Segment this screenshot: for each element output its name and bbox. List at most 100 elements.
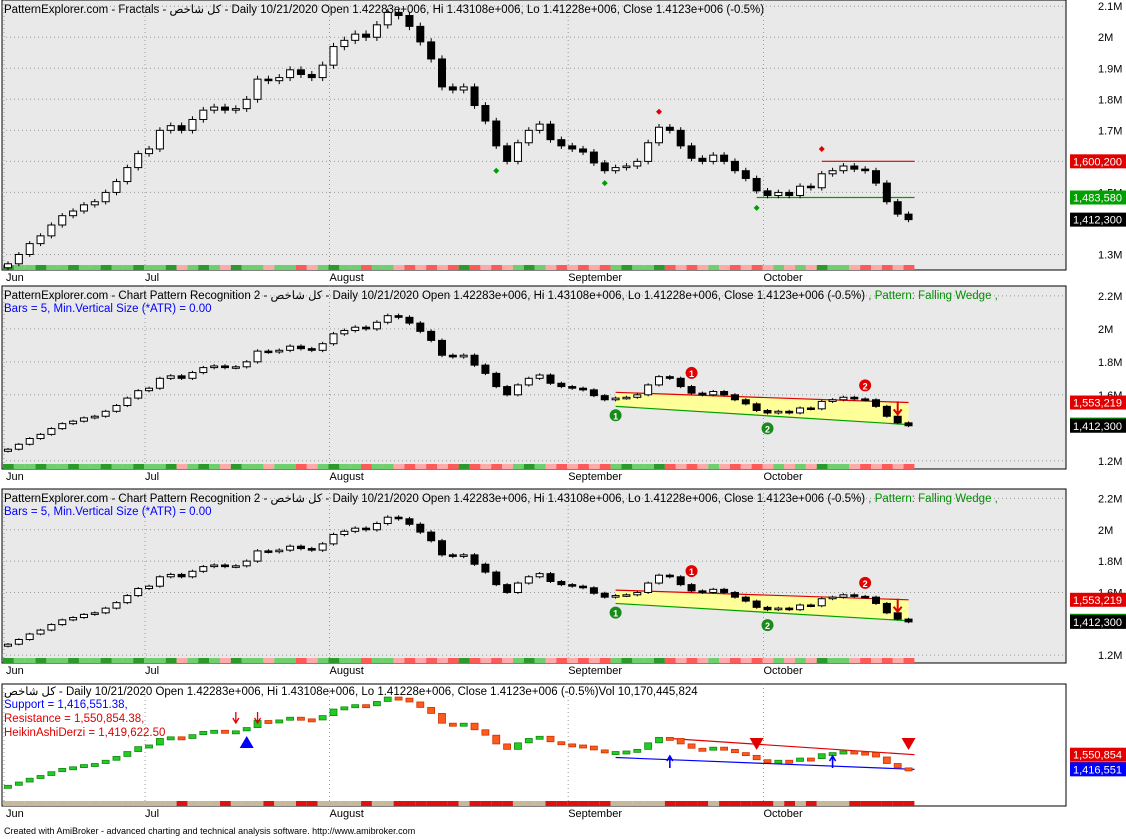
trend-strip-segment (230, 801, 242, 806)
candle (25, 438, 34, 445)
heikin-ashi-candle (69, 766, 77, 771)
candle (14, 443, 23, 450)
chart-pane-2: 2.2M2M1.8M1.6M1.2M1212JunJulAugustSeptem… (1, 285, 1126, 483)
candle (210, 106, 219, 111)
trend-strip-segment (176, 265, 188, 270)
candle (546, 123, 555, 141)
trend-strip-segment (328, 265, 340, 270)
x-axis-label: August (330, 272, 364, 284)
candle (405, 316, 414, 324)
trend-strip-segment (100, 265, 112, 270)
candle (372, 24, 381, 38)
trend-strip-segment (805, 658, 817, 663)
candle (655, 126, 663, 144)
x-axis-label: October (764, 471, 803, 483)
trend-strip-segment (35, 265, 47, 270)
trend-strip-segment (664, 658, 676, 663)
price-label: 1,553,219 (1073, 595, 1122, 607)
candle (4, 263, 12, 269)
pattern-high-pivot-marker (685, 366, 698, 379)
candle (557, 382, 566, 388)
y-tick-label: 2.2M (1098, 291, 1122, 303)
candle (893, 612, 902, 620)
candle (492, 372, 501, 388)
candle (25, 243, 34, 255)
heikin-ashi-candle (850, 750, 859, 755)
candle (101, 410, 110, 417)
candle (861, 168, 870, 172)
candle (47, 428, 56, 435)
heikin-ashi-candle (882, 756, 891, 764)
candle (69, 210, 78, 217)
pane-title: PatternExplorer.com - Fractals - كل شاخص… (4, 3, 764, 16)
chart-pane-3: 2.2M2M1.8M1.6M1.2M1212JunJulAugustSeptem… (1, 488, 1126, 677)
trend-strip-segment (209, 801, 220, 806)
candle (340, 330, 349, 335)
heikin-ashi-candle (861, 751, 870, 756)
candle (448, 554, 457, 557)
candle (101, 191, 110, 203)
trend-strip-segment (512, 801, 524, 806)
trend-strip-segment (426, 265, 437, 270)
candle (242, 361, 251, 368)
trend-strip-segment (252, 658, 264, 663)
trend-strip-segment (263, 801, 275, 806)
trend-strip-segment (230, 658, 242, 663)
breakout-arrow-icon (892, 401, 903, 417)
trend-strip-segment (122, 265, 134, 270)
trend-strip-segment (621, 464, 633, 469)
trend-strip-segment (426, 801, 437, 806)
trend-strip-segment (458, 464, 470, 469)
indicator-value-line: HeikinAshiDerzi = 1,419,622.50 (4, 727, 165, 739)
trend-strip-segment (469, 464, 481, 469)
y-tick-label: 2.2M (1098, 493, 1122, 505)
candle (438, 540, 446, 556)
y-tick-label: 2M (1098, 525, 1113, 537)
candle (546, 573, 555, 582)
trend-strip-segment (816, 801, 828, 806)
sell-triangle-icon (749, 738, 764, 750)
trend-strip-segment (154, 801, 166, 806)
trend-strip-segment (860, 265, 871, 270)
candle (4, 643, 12, 647)
candle (90, 612, 99, 615)
candle (177, 375, 186, 379)
candle (481, 105, 490, 122)
trend-strip-segment (382, 801, 394, 806)
candle (622, 396, 631, 400)
trend-strip-segment (393, 464, 405, 469)
price-label: 1,550,854 (1073, 750, 1122, 762)
heikin-ashi-candle (242, 727, 251, 732)
candle (828, 399, 837, 402)
trend-strip-segment (274, 801, 286, 806)
trend-strip-segment (122, 658, 134, 663)
pattern-high-pivot-marker (859, 379, 872, 392)
candle (720, 391, 729, 396)
trend-strip-segment (805, 464, 817, 469)
trend-strip-segment (534, 265, 546, 270)
trend-strip-segment (165, 658, 177, 663)
candle (752, 600, 761, 608)
trend-strip-segment (903, 658, 915, 663)
pattern-pivot-label: 1 (689, 369, 694, 379)
heikin-ashi-candle (752, 754, 761, 761)
signal-arrow-icon (253, 712, 262, 725)
candle (329, 333, 338, 345)
heikin-ashi-candle (709, 746, 718, 751)
heikin-ashi-candle (329, 708, 338, 716)
trend-strip-segment (697, 265, 709, 270)
heikin-ashi-candle (785, 759, 794, 764)
trend-strip-segment (24, 265, 36, 270)
trend-strip-segment (773, 658, 785, 663)
heikin-ashi-candle (427, 707, 436, 714)
breakout-arrow-icon (892, 598, 903, 614)
trend-strip-segment (871, 658, 882, 663)
candle (307, 73, 316, 79)
candle (687, 145, 696, 159)
trend-strip-segment (382, 658, 394, 663)
candle (307, 548, 316, 551)
candle (785, 607, 794, 611)
pane-subtitle: Bars = 5, Min.Vertical Size (*ATR) = 0.0… (4, 506, 212, 518)
trend-strip-segment (361, 658, 372, 663)
